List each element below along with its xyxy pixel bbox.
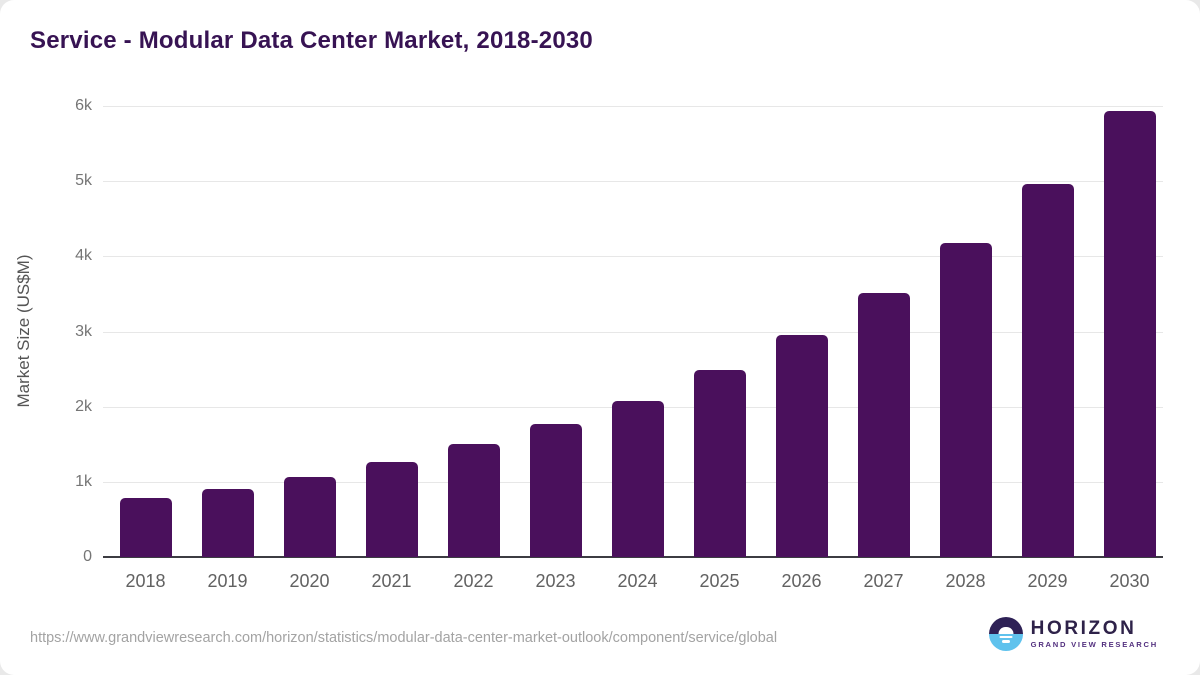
x-tick-label-2027: 2027 [863,571,904,591]
horizon-logo: HORIZON GRAND VIEW RESEARCH [988,617,1158,651]
source-url: https://www.grandviewresearch.com/horizo… [30,630,778,646]
x-tick-label-2019: 2019 [207,571,248,591]
y-tick-label-5k: 5k [75,172,92,190]
gridline-4k [103,256,1163,258]
logo-brand-name: HORIZON [1030,618,1137,640]
y-axis-title: Market Size (US$M) [14,254,33,408]
bar-2020[interactable] [283,477,336,557]
bar-2019[interactable] [201,489,254,557]
x-tick-label-2023: 2023 [535,571,576,591]
bar-2026[interactable] [775,335,828,557]
bar-2030[interactable] [1103,111,1156,557]
bar-2029[interactable] [1021,184,1074,557]
gridline-3k [103,331,1163,333]
bar-2027[interactable] [857,293,910,557]
x-tick-label-2022: 2022 [453,571,494,591]
x-tick-label-2025: 2025 [699,571,740,591]
x-tick-label-2020: 2020 [289,571,330,591]
bar-2022[interactable] [447,444,500,557]
x-tick-label-2021: 2021 [371,571,412,591]
bar-2025[interactable] [693,369,746,557]
x-tick-label-2026: 2026 [781,571,822,591]
logo-text: HORIZON GRAND VIEW RESEARCH [1031,619,1158,649]
x-tick-label-2018: 2018 [125,571,166,591]
x-axis-line [103,556,1163,558]
gridline-5k [103,181,1163,183]
y-tick-label-6k: 6k [75,97,92,114]
sun-icon [998,626,1014,634]
horizon-sun-over-water-icon [988,617,1023,651]
logo-subtitle: GRAND VIEW RESEARCH [1030,640,1158,650]
chart-title: Service - Modular Data Center Market, 20… [30,27,593,54]
y-tick-label-2k: 2k [75,397,92,415]
y-tick-label-0: 0 [83,548,92,565]
wave-icon [1001,640,1010,643]
bar-2018[interactable] [119,498,172,557]
gridline-6k [103,106,1163,107]
wave-icon [999,636,1013,639]
x-tick-label-2028: 2028 [945,571,986,591]
y-tick-label-1k: 1k [75,472,92,490]
x-tick-label-2024: 2024 [617,571,658,591]
bar-2024[interactable] [611,400,664,557]
x-tick-label-2030: 2030 [1109,571,1150,591]
y-tick-label-4k: 4k [75,247,92,265]
bar-2023[interactable] [529,423,582,557]
plot-area [103,106,1163,558]
bar-2028[interactable] [939,242,992,557]
x-tick-label-2029: 2029 [1027,571,1068,591]
bar-2021[interactable] [365,462,418,557]
y-tick-label-3k: 3k [75,322,92,340]
